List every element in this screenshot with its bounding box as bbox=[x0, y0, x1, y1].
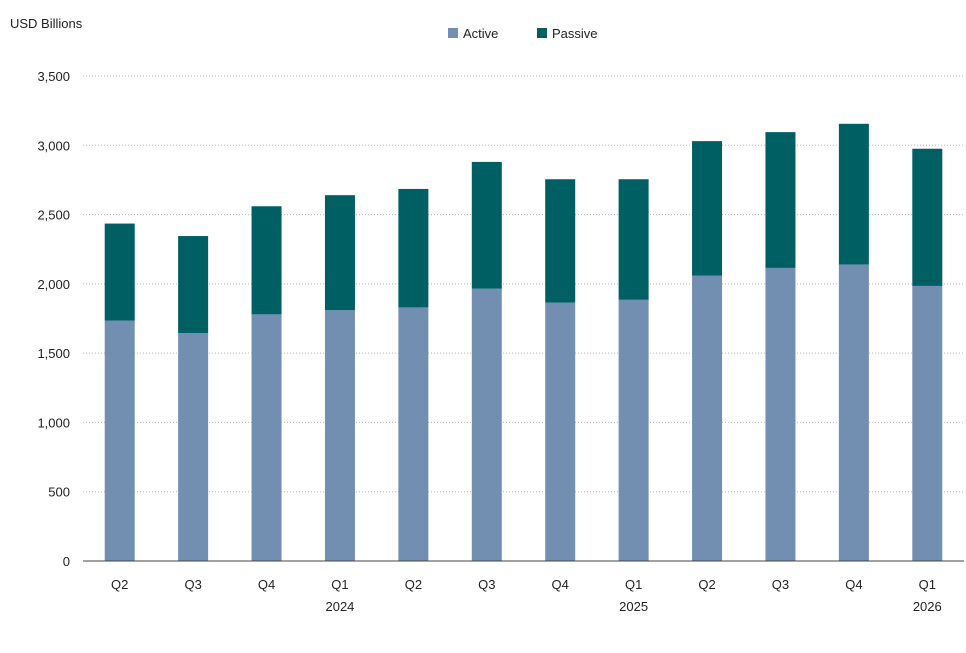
y-axis-label: USD Billions bbox=[10, 16, 83, 31]
bar-passive-11 bbox=[912, 148, 943, 286]
bar-active-11 bbox=[912, 285, 943, 561]
bar-passive-9 bbox=[765, 132, 796, 268]
x-tick-label: Q1 bbox=[331, 577, 348, 592]
legend-swatch-passive bbox=[537, 28, 547, 38]
bar-active-10 bbox=[838, 264, 869, 561]
y-tick-label: 2,500 bbox=[37, 208, 70, 223]
bar-passive-1 bbox=[178, 236, 209, 334]
bar-active-3 bbox=[324, 310, 355, 561]
x-tick-label: Q4 bbox=[552, 577, 569, 592]
bar-active-0 bbox=[104, 320, 135, 561]
x-tick-label: Q2 bbox=[405, 577, 422, 592]
x-tick-label: Q3 bbox=[772, 577, 789, 592]
bar-active-7 bbox=[618, 299, 649, 561]
bar-passive-10 bbox=[838, 123, 869, 265]
x-tick-year-label: 2024 bbox=[325, 599, 354, 614]
y-axis-ticks: 0 500 1,000 1,500 2,000 2,500 3,000 3,500 bbox=[37, 69, 70, 569]
bar-active-2 bbox=[251, 314, 282, 561]
bar-active-9 bbox=[765, 267, 796, 561]
x-tick-label: Q4 bbox=[845, 577, 862, 592]
bar-passive-6 bbox=[545, 179, 576, 303]
bar-passive-7 bbox=[618, 179, 649, 300]
bars bbox=[104, 123, 943, 561]
bar-active-4 bbox=[398, 307, 429, 561]
bar-passive-5 bbox=[471, 161, 502, 289]
y-tick-label: 1,500 bbox=[37, 346, 70, 361]
legend: Active Passive bbox=[448, 26, 598, 41]
bar-passive-2 bbox=[251, 206, 282, 315]
y-tick-label: 3,000 bbox=[37, 138, 70, 153]
x-tick-year-label: 2026 bbox=[913, 599, 942, 614]
x-tick-label: Q1 bbox=[625, 577, 642, 592]
x-tick-label: Q3 bbox=[478, 577, 495, 592]
bar-active-8 bbox=[692, 275, 723, 561]
gridlines bbox=[83, 75, 964, 493]
bar-passive-8 bbox=[692, 141, 723, 276]
legend-label-passive: Passive bbox=[552, 26, 598, 41]
legend-swatch-active bbox=[448, 28, 458, 38]
bar-active-1 bbox=[178, 333, 209, 561]
legend-label-active: Active bbox=[463, 26, 498, 41]
x-tick-label: Q1 bbox=[919, 577, 936, 592]
y-tick-label: 1,000 bbox=[37, 415, 70, 430]
bar-active-5 bbox=[471, 288, 502, 561]
y-tick-label: 3,500 bbox=[37, 69, 70, 84]
bar-active-6 bbox=[545, 302, 576, 561]
x-tick-year-label: 2025 bbox=[619, 599, 648, 614]
bar-passive-4 bbox=[398, 188, 429, 308]
y-tick-label: 500 bbox=[48, 485, 70, 500]
x-tick-label: Q4 bbox=[258, 577, 275, 592]
bar-passive-3 bbox=[324, 195, 355, 311]
x-axis-ticks: Q2 Q3 Q4 Q1 2024 Q2 Q3 Q4 Q1 2025 Q2 Q3 Q4 Q1 2026 bbox=[111, 577, 942, 614]
x-tick-label: Q2 bbox=[698, 577, 715, 592]
y-tick-label: 0 bbox=[63, 554, 70, 569]
x-tick-label: Q3 bbox=[184, 577, 201, 592]
x-tick-label: Q2 bbox=[111, 577, 128, 592]
bar-passive-0 bbox=[104, 223, 135, 321]
y-tick-label: 2,000 bbox=[37, 277, 70, 292]
